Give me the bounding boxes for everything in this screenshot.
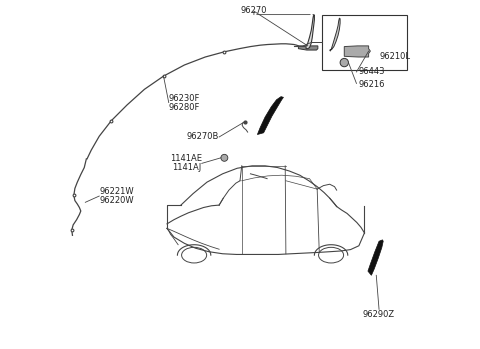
Text: 96270: 96270	[240, 6, 267, 15]
Polygon shape	[299, 46, 318, 50]
Polygon shape	[368, 240, 383, 275]
Polygon shape	[306, 15, 314, 49]
Text: 1141AE: 1141AE	[170, 154, 202, 163]
Polygon shape	[344, 46, 371, 57]
Text: 96220W: 96220W	[99, 196, 134, 205]
Polygon shape	[330, 18, 340, 51]
Polygon shape	[257, 97, 284, 134]
Circle shape	[340, 58, 348, 67]
Text: 96221W: 96221W	[99, 187, 134, 196]
Text: 96216: 96216	[358, 80, 384, 89]
Text: 96230F: 96230F	[169, 94, 200, 103]
Text: 96270B: 96270B	[187, 133, 219, 141]
Text: 96280F: 96280F	[169, 103, 200, 112]
Text: 1141AJ: 1141AJ	[172, 163, 202, 172]
Text: 96443: 96443	[358, 67, 384, 76]
Circle shape	[221, 154, 228, 161]
Text: 96210L: 96210L	[379, 52, 410, 61]
Bar	[322, 15, 407, 70]
Text: 96290Z: 96290Z	[363, 310, 395, 319]
